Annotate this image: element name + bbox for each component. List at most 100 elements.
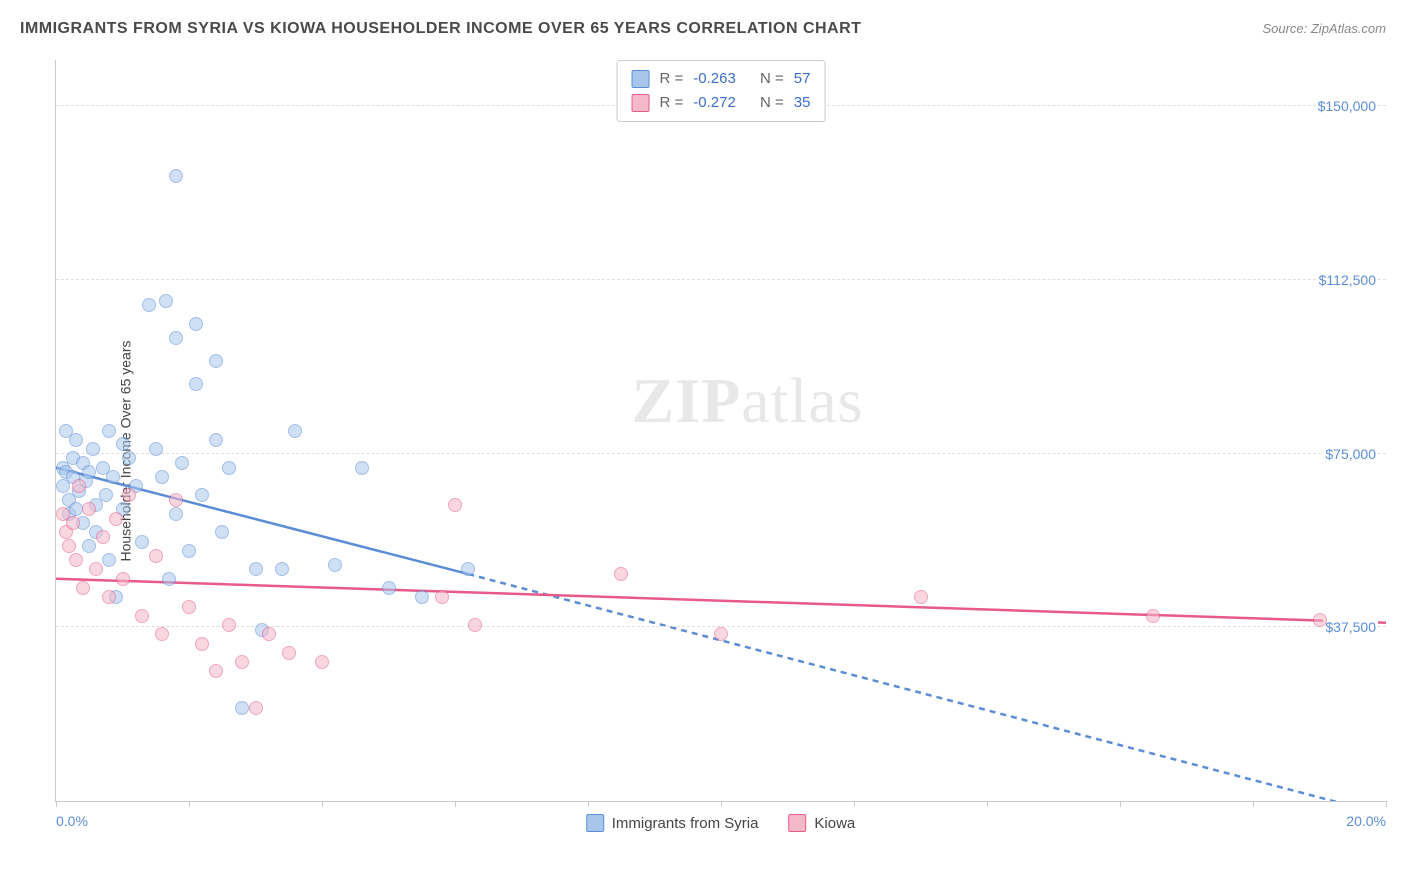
scatter-point-series-2 [468,618,482,632]
scatter-point-series-2 [96,530,110,544]
x-tick [721,801,722,807]
plot-container: Householder Income Over 65 years ZIPatla… [55,60,1386,842]
x-axis-max-label: 20.0% [1346,813,1386,829]
x-tick [189,801,190,807]
scatter-point-series-1 [169,331,183,345]
scatter-point-series-2 [89,562,103,576]
scatter-point-series-1 [182,544,196,558]
scatter-point-series-2 [435,590,449,604]
scatter-point-series-1 [209,354,223,368]
source-name: ZipAtlas.com [1311,21,1386,36]
scatter-point-series-1 [142,298,156,312]
scatter-point-series-2 [155,627,169,641]
n-value-2: 35 [794,91,811,115]
scatter-point-series-2 [72,479,86,493]
scatter-point-series-2 [282,646,296,660]
n-label-1: N = [760,67,784,91]
scatter-point-series-1 [195,488,209,502]
scatter-point-series-2 [82,502,96,516]
watermark-atlas: atlas [741,365,863,436]
scatter-point-series-2 [109,512,123,526]
gridline-y [56,279,1386,280]
scatter-point-series-1 [82,539,96,553]
scatter-point-series-2 [182,600,196,614]
x-tick [1386,801,1387,807]
scatter-point-series-1 [102,553,116,567]
scatter-point-series-1 [86,442,100,456]
scatter-point-series-1 [102,424,116,438]
scatter-point-series-2 [714,627,728,641]
x-tick [455,801,456,807]
watermark-zip: ZIP [632,365,742,436]
scatter-point-series-1 [189,377,203,391]
r-label-1: R = [660,67,684,91]
x-tick [322,801,323,807]
legend-item-series-2: Kiowa [788,814,855,832]
scatter-point-series-1 [249,562,263,576]
gridline-y [56,453,1386,454]
y-tick-label: $150,000 [1316,98,1378,114]
scatter-point-series-2 [262,627,276,641]
scatter-point-series-2 [122,488,136,502]
legend-swatch-1 [586,814,604,832]
x-tick [854,801,855,807]
scatter-point-series-1 [135,535,149,549]
legend-label-2: Kiowa [814,815,855,832]
scatter-point-series-2 [66,516,80,530]
legend-item-series-1: Immigrants from Syria [586,814,759,832]
source-prefix: Source: [1262,21,1310,36]
x-tick [1120,801,1121,807]
scatter-point-series-1 [382,581,396,595]
scatter-point-series-1 [159,294,173,308]
scatter-point-series-2 [1313,613,1327,627]
scatter-point-series-2 [169,493,183,507]
chart-header: IMMIGRANTS FROM SYRIA VS KIOWA HOUSEHOLD… [20,20,1386,38]
legend-label-1: Immigrants from Syria [612,815,759,832]
correlation-stats-box: R = -0.263 N = 57 R = -0.272 N = 35 [617,60,826,122]
scatter-point-series-2 [116,572,130,586]
trend-lines-layer [56,60,1386,801]
scatter-point-series-2 [1146,609,1160,623]
scatter-point-series-2 [614,567,628,581]
scatter-point-series-1 [189,317,203,331]
scatter-point-series-1 [355,461,369,475]
scatter-point-series-1 [106,470,120,484]
scatter-point-series-2 [135,609,149,623]
x-tick [987,801,988,807]
swatch-series-1 [632,70,650,88]
scatter-point-series-1 [155,470,169,484]
y-tick-label: $37,500 [1323,619,1378,635]
scatter-point-series-2 [62,539,76,553]
scatter-point-series-1 [169,507,183,521]
scatter-point-series-2 [235,655,249,669]
swatch-series-2 [632,94,650,112]
r-value-1: -0.263 [693,67,736,91]
watermark: ZIPatlas [632,364,864,438]
plot-area: ZIPatlas R = -0.263 N = 57 R = -0.272 N … [55,60,1386,802]
scatter-point-series-1 [215,525,229,539]
scatter-point-series-2 [149,549,163,563]
x-tick [588,801,589,807]
x-tick [56,801,57,807]
scatter-point-series-1 [99,488,113,502]
legend-swatch-2 [788,814,806,832]
scatter-point-series-2 [249,701,263,715]
stats-row-series-1: R = -0.263 N = 57 [632,67,811,91]
scatter-point-series-2 [69,553,83,567]
legend: Immigrants from Syria Kiowa [586,814,856,832]
scatter-point-series-1 [175,456,189,470]
n-value-1: 57 [794,67,811,91]
y-tick-label: $75,000 [1323,446,1378,462]
source-attribution: Source: ZipAtlas.com [1262,21,1386,36]
scatter-point-series-1 [116,437,130,451]
scatter-point-series-1 [69,433,83,447]
scatter-point-series-2 [102,590,116,604]
scatter-point-series-1 [275,562,289,576]
scatter-point-series-1 [162,572,176,586]
r-value-2: -0.272 [693,91,736,115]
scatter-point-series-2 [315,655,329,669]
trend-line-dashed [468,574,1386,801]
scatter-point-series-1 [69,502,83,516]
scatter-point-series-1 [288,424,302,438]
stats-row-series-2: R = -0.272 N = 35 [632,91,811,115]
